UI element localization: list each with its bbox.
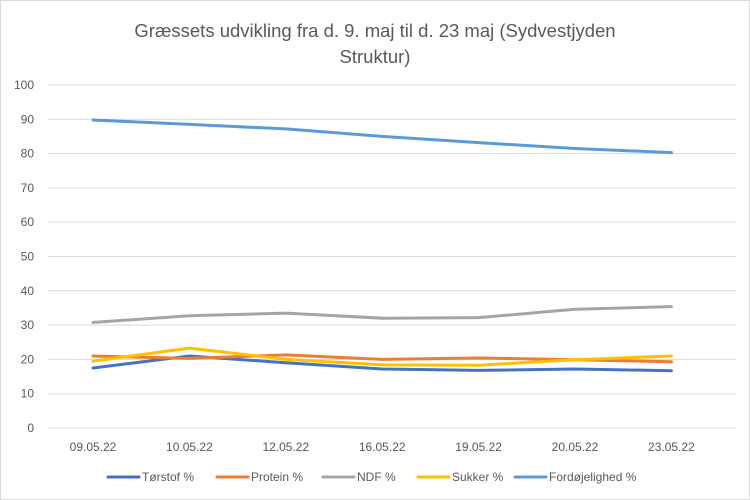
- series-line-3: [91, 346, 673, 367]
- y-tick-label: 70: [21, 181, 35, 195]
- legend: Tørstof % Protein % NDF % Sukker % Fordøjeli…: [106, 470, 637, 484]
- y-tick-label: 90: [21, 112, 35, 126]
- legend-label: Tørstof %: [142, 470, 194, 484]
- series-line-0: [91, 354, 673, 373]
- y-tick-label: 20: [21, 352, 35, 366]
- y-tick-label: 50: [21, 250, 35, 264]
- x-tick-label: 10.05.22: [166, 440, 213, 454]
- y-tick-label: 100: [14, 78, 34, 92]
- chart-title-line-1: Græssets udvikling fra d. 9. maj til d. …: [134, 20, 615, 41]
- chart-title-line-2: Struktur): [340, 46, 411, 67]
- x-tick-label: 23.05.22: [648, 440, 695, 454]
- y-axis-ticks: 0 10 20 30 40 50 60 70 80 90 100: [14, 78, 34, 435]
- y-tick-label: 80: [21, 147, 35, 161]
- series-lines: [91, 118, 673, 373]
- legend-label: Sukker %: [452, 470, 504, 484]
- chart-title: Græssets udvikling fra d. 9. maj til d. …: [134, 20, 615, 67]
- x-tick-label: 12.05.22: [262, 440, 309, 454]
- x-tick-label: 16.05.22: [359, 440, 406, 454]
- y-tick-label: 40: [21, 284, 35, 298]
- y-tick-label: 0: [27, 421, 34, 435]
- x-axis-ticks: 09.05.22 10.05.22 12.05.22 16.05.22 19.05.22…: [70, 440, 695, 454]
- y-tick-label: 10: [21, 387, 35, 401]
- legend-label: NDF %: [357, 470, 396, 484]
- x-tick-label: 19.05.22: [455, 440, 502, 454]
- x-tick-label: 09.05.22: [70, 440, 117, 454]
- legend-label: Protein %: [251, 470, 303, 484]
- gridlines: [48, 84, 736, 429]
- y-tick-label: 60: [21, 215, 35, 229]
- series-line-2: [91, 305, 673, 324]
- legend-label: Fordøjelighed %: [549, 470, 637, 484]
- x-tick-label: 20.05.22: [552, 440, 599, 454]
- series-line-4: [91, 118, 673, 155]
- y-tick-label: 30: [21, 318, 35, 332]
